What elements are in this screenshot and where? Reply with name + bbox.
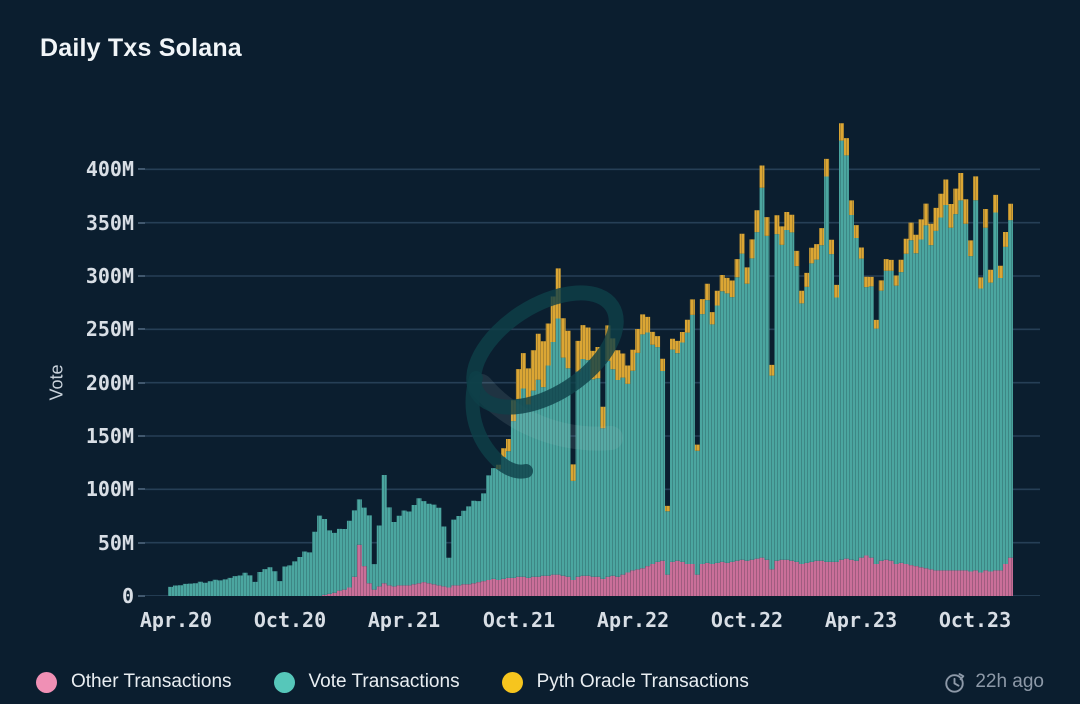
y-tick-label: 100M xyxy=(85,477,134,502)
y-tick-label: 400M xyxy=(85,157,134,182)
y-tick-label: 200M xyxy=(85,370,134,395)
y-tick-mark xyxy=(138,328,145,331)
legend-label: Vote Transactions xyxy=(308,671,460,692)
y-tick-mark xyxy=(138,595,145,597)
y-tick-label: 350M xyxy=(85,210,134,235)
legend-label: Pyth Oracle Transactions xyxy=(536,671,749,692)
x-tick-label: Apr.21 xyxy=(367,608,441,632)
page-title: Daily Txs Solana xyxy=(40,34,242,62)
y-tick-mark xyxy=(138,381,145,384)
vote-transactions-dot-icon xyxy=(273,671,295,693)
y-tick-label: 300M xyxy=(85,264,134,288)
legend-item-other-transactions[interactable]: Other Transactions xyxy=(36,671,232,693)
x-tick-label: Oct.23 xyxy=(938,608,1012,632)
last-updated-text: 22h ago xyxy=(975,671,1044,692)
other-transactions-dot-icon xyxy=(36,671,57,693)
last-updated-badge: 22h ago xyxy=(943,671,1044,694)
y-tick-label: 0 xyxy=(121,584,134,608)
y-tick-mark xyxy=(138,168,145,171)
legend-label: Other Transactions xyxy=(71,671,232,692)
legend-item-pyth-oracle-transactions[interactable]: Pyth Oracle Transactions xyxy=(501,671,749,693)
x-tick-label: Apr.23 xyxy=(824,608,898,632)
x-tick-label: Oct.22 xyxy=(710,608,784,632)
y-tick-label: 250M xyxy=(85,317,134,342)
y-tick-mark xyxy=(138,488,145,491)
y-tick-mark xyxy=(138,221,145,224)
legend-item-vote-transactions[interactable]: Vote Transactions xyxy=(273,671,460,693)
x-tick-label: Oct.21 xyxy=(482,608,556,632)
x-tick-label: Oct.20 xyxy=(253,608,327,632)
y-tick-mark xyxy=(138,435,145,437)
chart-legend: Other Transactions Vote Transactions Pyt… xyxy=(36,662,1044,702)
y-tick-label: 150M xyxy=(85,424,134,448)
x-tick-label: Apr.20 xyxy=(139,608,213,632)
x-tick-label: Apr.22 xyxy=(596,608,670,632)
watermark-logo-icon xyxy=(465,371,533,479)
y-tick-label: 50M xyxy=(97,530,134,555)
y-tick-mark xyxy=(138,541,145,544)
y-tick-mark xyxy=(138,275,145,277)
history-clock-icon xyxy=(945,672,965,693)
pyth-oracle-transactions-dot-icon xyxy=(501,671,523,693)
stacked-area-chart[interactable] xyxy=(145,100,1040,596)
